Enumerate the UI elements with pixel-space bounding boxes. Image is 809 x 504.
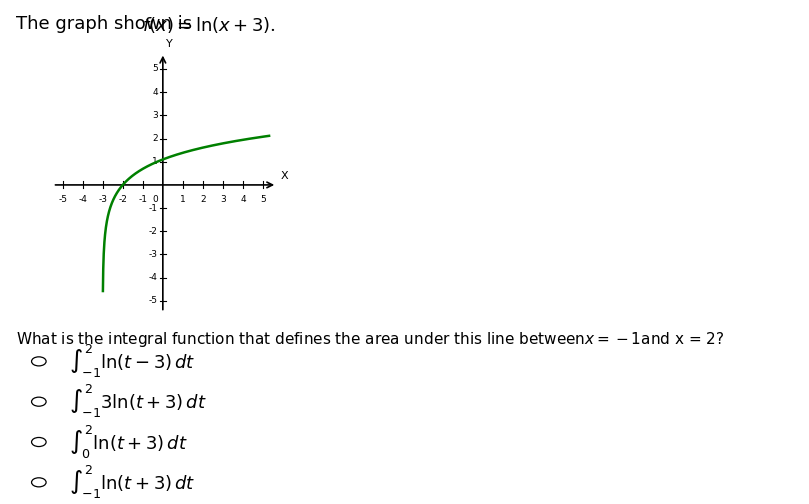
Text: 5: 5 [260, 196, 266, 204]
Text: 5: 5 [152, 65, 158, 74]
Text: 0: 0 [152, 196, 158, 204]
Text: 3: 3 [152, 111, 158, 120]
Text: Y: Y [166, 39, 172, 49]
Text: $\int_{0}^{2} \ln(t+3)\, dt$: $\int_{0}^{2} \ln(t+3)\, dt$ [69, 423, 188, 461]
Text: -2: -2 [149, 227, 158, 236]
Text: $\int_{-1}^{2} \ln(t+3)\, dt$: $\int_{-1}^{2} \ln(t+3)\, dt$ [69, 464, 195, 501]
Text: 1: 1 [180, 196, 186, 204]
Text: The graph shown is: The graph shown is [16, 15, 198, 33]
Text: -1: -1 [138, 196, 147, 204]
Text: -5: -5 [149, 296, 158, 305]
Text: 2: 2 [152, 134, 158, 143]
Text: $\int_{-1}^{2} \ln(t-3)\, dt$: $\int_{-1}^{2} \ln(t-3)\, dt$ [69, 343, 195, 380]
Text: -5: -5 [58, 196, 67, 204]
Text: $\int_{-1}^{2} 3\ln(t+3)\, dt$: $\int_{-1}^{2} 3\ln(t+3)\, dt$ [69, 383, 207, 420]
Text: $f(x) = \ln(x+3)$.: $f(x) = \ln(x+3)$. [142, 15, 276, 35]
Text: -1: -1 [149, 204, 158, 213]
Text: 4: 4 [240, 196, 246, 204]
Text: -3: -3 [98, 196, 108, 204]
Text: -3: -3 [149, 250, 158, 259]
Text: 3: 3 [220, 196, 226, 204]
Text: -4: -4 [149, 273, 158, 282]
Text: What is the integral function that defines the area under this line between$x = : What is the integral function that defin… [16, 330, 725, 349]
Text: -2: -2 [118, 196, 127, 204]
Text: 4: 4 [152, 88, 158, 97]
Text: -4: -4 [78, 196, 87, 204]
Text: X: X [281, 171, 289, 181]
Text: 1: 1 [152, 157, 158, 166]
Text: 2: 2 [200, 196, 205, 204]
